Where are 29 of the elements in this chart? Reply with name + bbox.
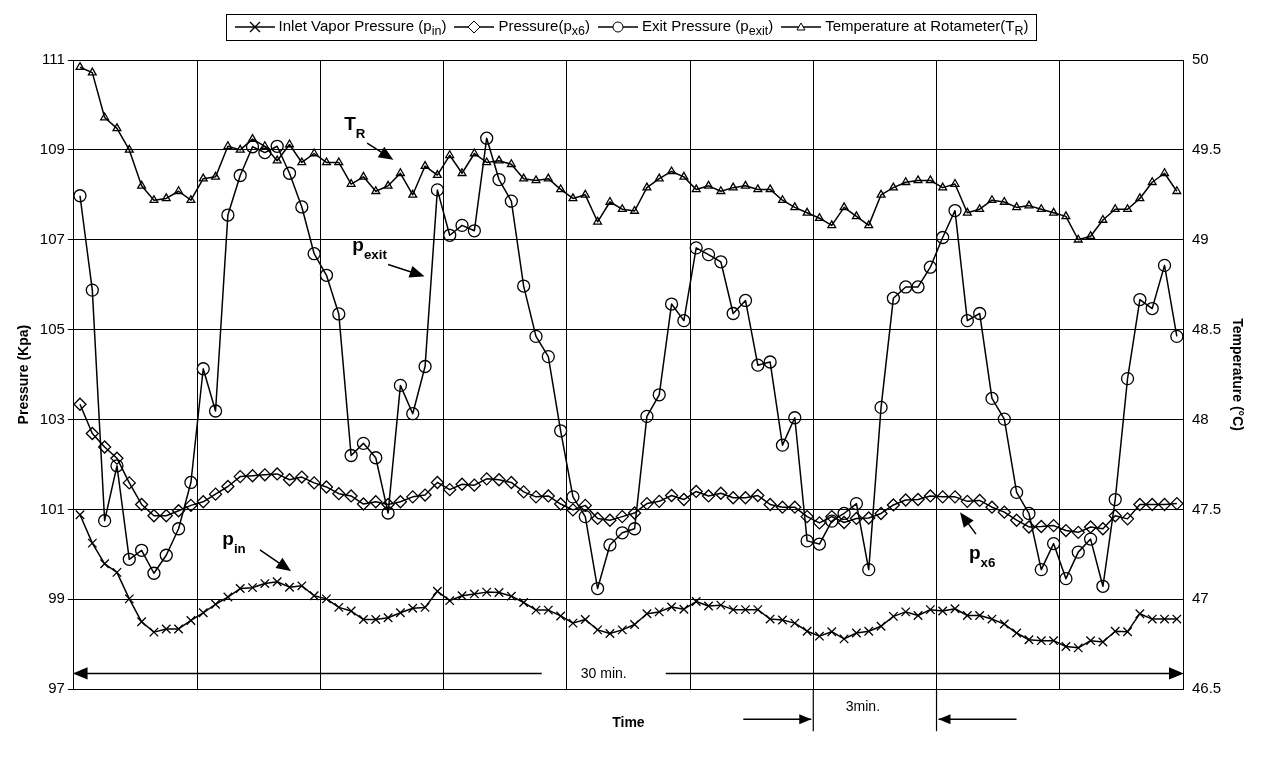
y-tick-label: 109 xyxy=(39,140,65,158)
y2-tick-label: 48.5 xyxy=(1192,319,1222,337)
y2-tick-label: 46.5 xyxy=(1192,679,1222,697)
y-tick-label: 101 xyxy=(39,499,65,517)
y-tick-label: 103 xyxy=(39,409,65,427)
x-axis-title: Time xyxy=(612,714,645,731)
y2-tick-label: 50 xyxy=(1192,50,1209,68)
text: 3min. xyxy=(845,698,881,715)
legend-label: Inlet Vapor Pressure (p$_{in}$) xyxy=(278,16,447,38)
y-tick-label: 111 xyxy=(42,50,65,68)
y-tick-label: 97 xyxy=(48,679,65,697)
y-tick-label: 99 xyxy=(48,589,65,607)
y-tick-label: 107 xyxy=(39,229,65,247)
annotation: p$_{x6}$ xyxy=(968,541,996,570)
legend-label: Temperature at Rotameter(T$_{R}$) xyxy=(825,16,1029,38)
legend-label: Pressure(p$_{x6}$) xyxy=(498,16,590,38)
y2-tick-label: 49 xyxy=(1192,229,1209,247)
y2-tick-label: 47 xyxy=(1192,589,1209,607)
annotation: p$_{in}$ xyxy=(222,528,246,556)
annotation: 30 min. xyxy=(580,665,627,682)
y-axis-title: Pressure (Kpa) xyxy=(15,324,32,425)
y2-axis-title: Temperature (°C) xyxy=(1229,318,1246,431)
y-tick-label: 105 xyxy=(39,319,65,337)
y2-tick-label: 47.5 xyxy=(1192,499,1222,517)
annotation: p$_{exit}$ xyxy=(352,234,388,262)
annotation: T$_{R}$ xyxy=(344,112,366,141)
y2-tick-label: 49.5 xyxy=(1192,140,1222,158)
legend-label: Exit Pressure (p$_{exit}$) xyxy=(642,16,774,38)
y2-tick-label: 48 xyxy=(1192,409,1209,427)
